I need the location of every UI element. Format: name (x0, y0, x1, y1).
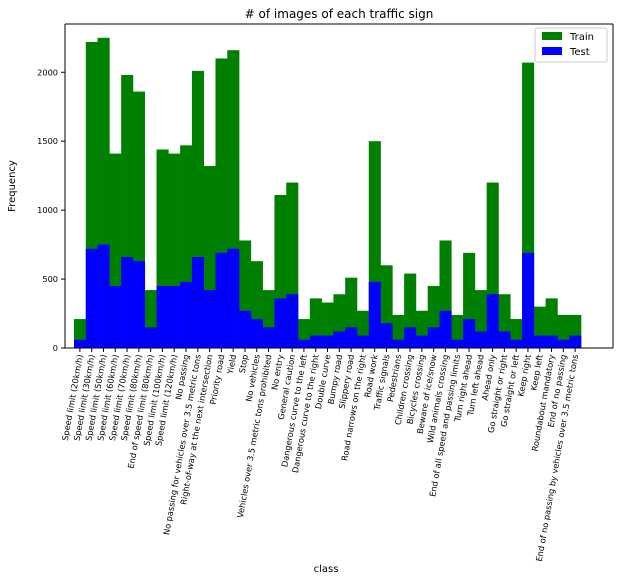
train-bar (557, 314, 570, 348)
y-axis-ticks: 0 500 1000 1500 2000 (37, 67, 65, 353)
y-tick-label: 0 (53, 343, 58, 353)
test-bar (380, 323, 393, 348)
test-bar (74, 339, 87, 348)
test-bar (356, 335, 370, 348)
x-axis-label: class (314, 564, 339, 575)
test-bar (203, 290, 216, 348)
test-bar (451, 339, 464, 348)
test-bar (250, 319, 263, 348)
test-bar (427, 327, 440, 348)
train-bar (451, 314, 464, 348)
test-bar (180, 281, 193, 348)
test-bar (144, 327, 157, 348)
test-bar (569, 335, 582, 348)
test-bar (109, 285, 122, 348)
test-bar (239, 310, 252, 348)
test-bar (298, 339, 311, 348)
test-bar (85, 248, 98, 348)
test-bar (392, 339, 405, 348)
x-tick-label: Yield (225, 354, 238, 376)
test-bar (97, 244, 110, 348)
test-bar (486, 294, 499, 348)
test-bar (121, 257, 134, 348)
test-bar (368, 281, 381, 348)
test-bar (156, 285, 169, 348)
test-bar (345, 327, 358, 348)
test-bar (463, 319, 476, 348)
test-bar (191, 257, 204, 348)
legend-label-train: Train (569, 32, 594, 43)
test-bar (132, 261, 146, 348)
test-bar (474, 331, 487, 348)
test-bar (333, 331, 346, 348)
test-bar (415, 335, 429, 348)
test-bar (545, 335, 558, 348)
test-bar (215, 252, 228, 348)
y-tick-label: 1500 (37, 136, 58, 146)
train-bar (392, 314, 405, 348)
test-bar (557, 339, 570, 348)
test-bar (286, 294, 299, 348)
test-bar (168, 285, 181, 348)
legend-swatch-train (542, 32, 562, 40)
test-bar (404, 327, 417, 348)
legend: Train Test (534, 27, 608, 63)
y-tick-label: 500 (42, 274, 58, 284)
legend-label-test: Test (569, 47, 590, 58)
test-bar (533, 335, 546, 348)
test-bar (498, 331, 511, 348)
chart-title: # of images of each traffic sign (245, 7, 434, 21)
y-tick-label: 1000 (37, 205, 58, 215)
test-bar (522, 252, 535, 348)
y-axis-label: Frequency (7, 160, 18, 212)
test-bar (274, 298, 287, 348)
test-series-bars (74, 244, 582, 348)
test-bar (309, 335, 322, 348)
y-tick-label: 2000 (37, 67, 58, 77)
legend-swatch-test (542, 47, 562, 55)
test-bar (321, 335, 334, 348)
test-bar (262, 327, 275, 348)
test-bar (227, 248, 240, 348)
test-bar (510, 339, 523, 348)
x-tick-label: Stop (237, 354, 250, 374)
test-bar (439, 310, 452, 348)
